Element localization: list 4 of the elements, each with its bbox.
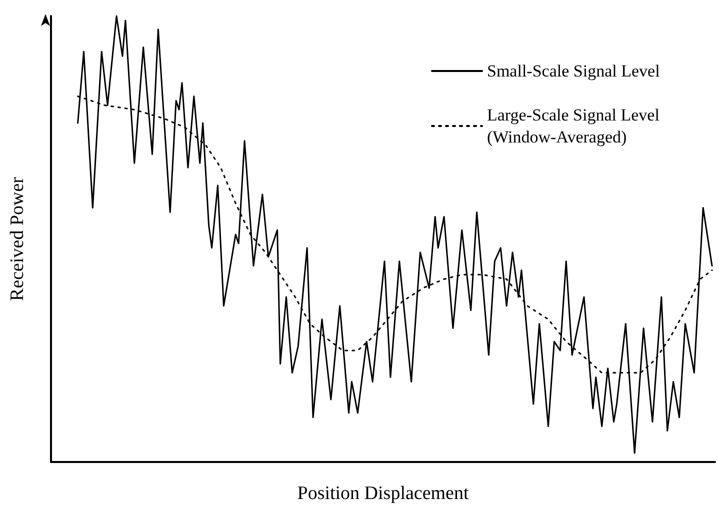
- legend-label: Small-Scale Signal Level: [487, 62, 660, 80]
- y-axis-title: Received Power: [7, 176, 28, 301]
- legend-label: Large-Scale Signal Level (Window-Averaged): [487, 106, 664, 146]
- x-axis-title: Position Displacement: [297, 483, 470, 504]
